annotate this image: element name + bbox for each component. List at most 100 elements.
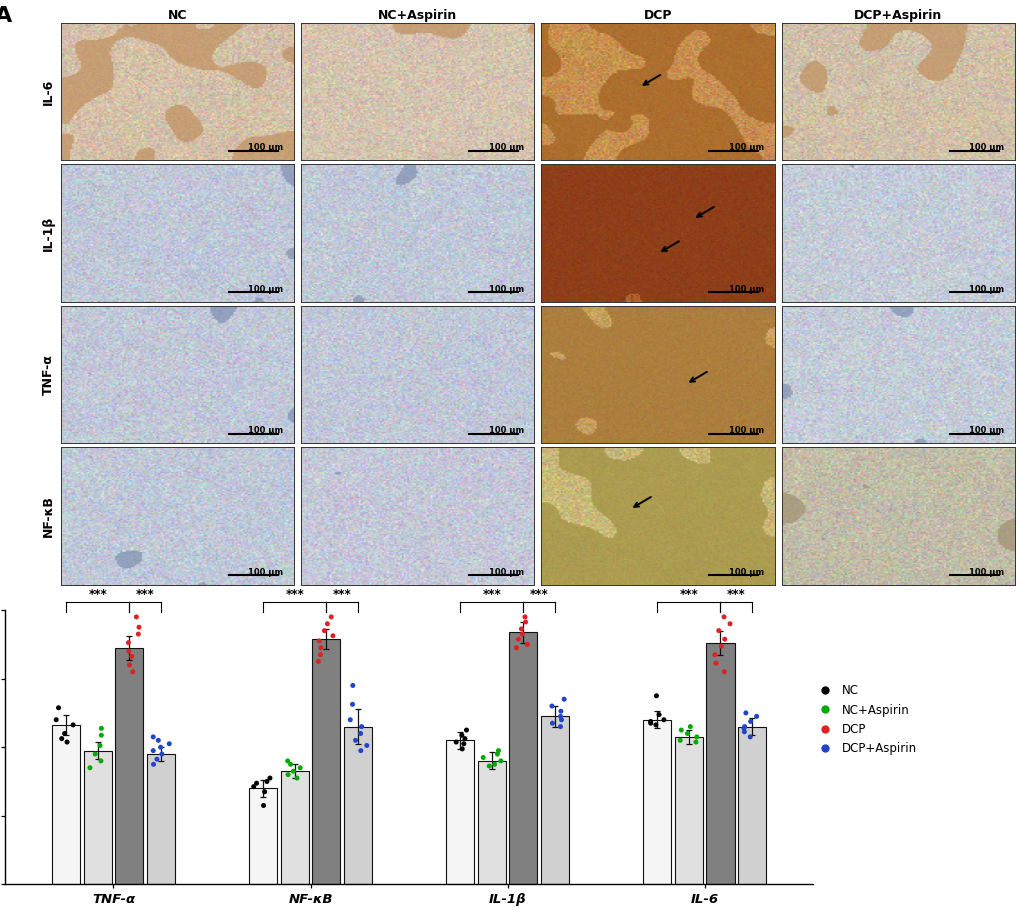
Point [259, 775, 275, 789]
Point [341, 713, 358, 727]
Point [149, 752, 165, 766]
Point [507, 640, 524, 655]
Point [262, 771, 278, 785]
Bar [280, 771, 309, 884]
Text: ***: *** [482, 588, 500, 601]
Point [715, 665, 732, 679]
Point [673, 723, 689, 737]
Point [313, 640, 329, 655]
Point [255, 798, 271, 813]
Point [457, 731, 473, 746]
Bar [705, 643, 734, 884]
Point [706, 648, 722, 662]
Text: 100 μm: 100 μm [488, 568, 524, 577]
Point [344, 678, 361, 693]
Text: 100 μm: 100 μm [248, 143, 283, 151]
Point [688, 729, 704, 744]
Point [145, 744, 161, 758]
Point [59, 735, 75, 749]
Point [279, 754, 296, 768]
Point [93, 728, 109, 743]
Point [344, 697, 361, 712]
Text: 100 μm: 100 μm [488, 426, 524, 435]
Point [552, 704, 569, 718]
Point [519, 637, 535, 651]
Point [647, 717, 663, 732]
Point [282, 757, 299, 772]
Point [742, 729, 758, 744]
Point [279, 767, 296, 782]
Point [672, 733, 688, 747]
Point [742, 714, 758, 728]
Bar [445, 740, 474, 884]
Point [544, 716, 560, 730]
Point [56, 727, 72, 741]
Point [710, 623, 727, 638]
Point [517, 615, 533, 629]
Text: ***: *** [136, 588, 154, 601]
Point [324, 629, 340, 643]
Point [353, 727, 369, 741]
Point [517, 610, 533, 624]
Point [354, 719, 370, 734]
Point [543, 698, 559, 713]
Point [453, 728, 470, 743]
Point [510, 632, 526, 647]
Text: 100 μm: 100 μm [968, 285, 1004, 294]
Text: TNF-α: TNF-α [40, 355, 52, 395]
Point [130, 627, 147, 641]
Point [288, 771, 305, 785]
Text: ***: *** [726, 588, 745, 601]
Bar [737, 727, 765, 884]
Point [120, 636, 137, 650]
Point [707, 656, 723, 670]
Point [353, 744, 369, 758]
Point [124, 665, 141, 679]
Point [642, 714, 658, 728]
Bar [52, 725, 81, 884]
Y-axis label: TNF-α: TNF-α [42, 354, 55, 395]
Point [514, 627, 530, 641]
Bar [540, 717, 569, 884]
Point [92, 738, 108, 753]
Text: 100 μm: 100 μm [729, 426, 763, 435]
Point [455, 736, 472, 751]
Point [316, 623, 332, 638]
Point [150, 733, 166, 747]
Title: DCP: DCP [643, 8, 672, 22]
Point [648, 688, 664, 703]
Point [712, 639, 729, 653]
Y-axis label: IL-6: IL-6 [42, 78, 55, 104]
Point [65, 717, 82, 732]
Point [154, 746, 170, 761]
Text: 100 μm: 100 μm [248, 568, 283, 577]
Point [50, 700, 66, 715]
Text: 100 μm: 100 μm [488, 285, 524, 294]
Point [359, 738, 375, 753]
Point [453, 742, 470, 756]
Text: IL-6: IL-6 [26, 84, 52, 97]
Point [249, 775, 265, 790]
Point [552, 709, 569, 724]
Point [323, 610, 339, 624]
Point [48, 713, 64, 727]
Text: 100 μm: 100 μm [968, 426, 1004, 435]
Point [246, 779, 262, 794]
Point [310, 654, 326, 668]
Bar [477, 761, 505, 884]
Point [347, 733, 364, 747]
Point [552, 719, 569, 734]
Point [486, 757, 502, 772]
Bar [312, 639, 340, 884]
Title: DCP+Aspirin: DCP+Aspirin [853, 8, 942, 22]
Text: ***: *** [332, 588, 352, 601]
Point [161, 736, 177, 751]
Point [736, 719, 752, 734]
Text: ***: *** [529, 588, 548, 601]
Point [715, 610, 732, 624]
Point [650, 707, 666, 722]
Text: 100 μm: 100 μm [248, 426, 283, 435]
Point [555, 692, 572, 707]
Point [679, 727, 695, 741]
Point [121, 658, 138, 672]
